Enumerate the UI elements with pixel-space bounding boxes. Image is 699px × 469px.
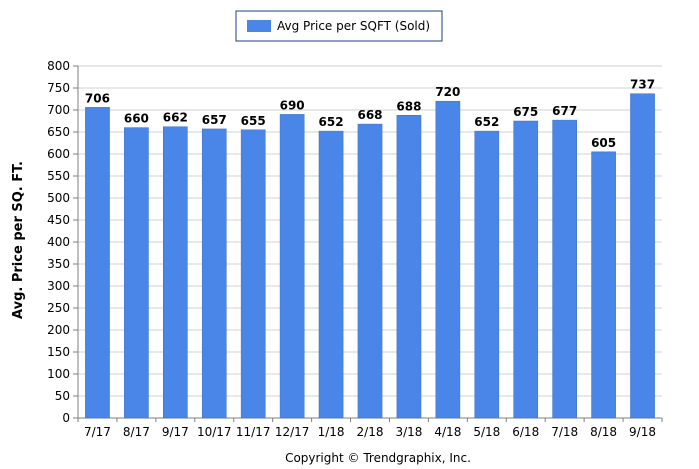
data-labels: 706 660 662 657 655 690 652 668 688 720 652 675 677 6… (85, 78, 655, 150)
x-tick-labels: 7/17 8/17 9/17 10/17 11/17 12/17 1/18 2/18 3/18 4… (77, 418, 663, 439)
y-tick-label: 100 (47, 367, 70, 381)
y-tick-label: 550 (47, 169, 70, 183)
bar (357, 123, 383, 419)
x-tick-label: 2/18 (357, 425, 384, 439)
data-label: 655 (241, 114, 266, 128)
bar (240, 129, 266, 419)
copyright-text: Copyright © Trendgraphix, Inc. (285, 451, 471, 465)
bar (513, 120, 539, 419)
bar (318, 130, 344, 419)
bar (396, 115, 422, 419)
x-tick-label: 6/18 (512, 425, 539, 439)
data-label: 737 (630, 78, 655, 92)
x-tick-label: 7/17 (84, 425, 111, 439)
data-label: 688 (396, 99, 421, 113)
x-tick-label: 4/18 (434, 425, 461, 439)
x-tick-label: 8/17 (123, 425, 150, 439)
x-tick-label: 12/17 (275, 425, 310, 439)
data-label: 605 (591, 136, 616, 150)
data-label: 652 (319, 115, 344, 129)
bar (591, 151, 616, 419)
y-tick-label: 150 (47, 345, 70, 359)
legend-swatch (247, 20, 271, 32)
y-tick-label: 350 (47, 257, 70, 271)
y-tick-label: 300 (47, 279, 70, 293)
y-axis-title: Avg. Price per SQ. FT. (11, 161, 26, 319)
y-tick-label: 600 (47, 147, 70, 161)
bar (124, 127, 149, 419)
bar (474, 130, 500, 419)
legend-label: Avg Price per SQFT (Sold) (277, 19, 430, 33)
x-tick-label: 1/18 (318, 425, 345, 439)
y-tick-label: 400 (47, 235, 70, 249)
y-tick-label: 700 (47, 103, 70, 117)
data-label: 668 (357, 108, 382, 122)
y-tick-label: 500 (47, 191, 70, 205)
x-tick-label: 9/17 (162, 425, 189, 439)
x-tick-label: 8/18 (590, 425, 617, 439)
data-label: 660 (124, 112, 149, 126)
data-label: 675 (513, 105, 538, 119)
y-tick-label: 0 (62, 411, 70, 425)
y-tick-label: 800 (47, 59, 70, 73)
y-tick-label: 650 (47, 125, 70, 139)
y-tick-label: 750 (47, 81, 70, 95)
bar (630, 93, 655, 419)
data-label: 720 (435, 85, 460, 99)
legend: Avg Price per SQFT (Sold) (235, 10, 443, 42)
data-label: 662 (163, 111, 188, 125)
bar (552, 119, 577, 419)
data-label: 706 (85, 91, 110, 105)
x-tick-label: 11/17 (236, 425, 271, 439)
y-tick-label: 450 (47, 213, 70, 227)
bar (279, 114, 305, 419)
y-tick-label: 50 (55, 389, 70, 403)
bars (85, 93, 655, 419)
x-tick-label: 7/18 (551, 425, 578, 439)
data-label: 677 (552, 104, 577, 118)
data-label: 652 (474, 115, 499, 129)
bar (163, 126, 188, 419)
x-tick-label: 10/17 (197, 425, 232, 439)
data-label: 690 (280, 98, 305, 112)
bar (85, 107, 110, 419)
x-tick-label: 5/18 (473, 425, 500, 439)
y-tick-label: 250 (47, 301, 70, 315)
bar (201, 128, 227, 419)
y-tick-labels: 0 50 100 150 200 250 300 350 400 450 500 550 600 650 7… (47, 59, 70, 425)
x-tick-label: 9/18 (629, 425, 656, 439)
bar (435, 100, 461, 419)
y-tick-label: 200 (47, 323, 70, 337)
data-label: 657 (202, 113, 227, 127)
x-tick-label: 3/18 (395, 425, 422, 439)
